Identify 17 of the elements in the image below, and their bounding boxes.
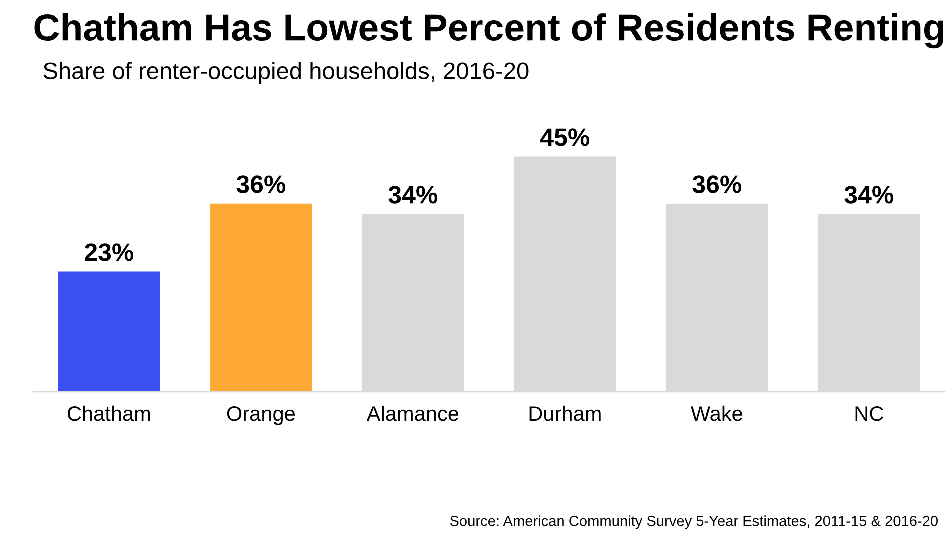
x-tick-label: Alamance [366, 406, 459, 422]
data-label: 23% [85, 244, 134, 262]
data-label: 34% [388, 186, 438, 204]
data-label: 36% [236, 176, 286, 194]
x-tick-label: Durham [530, 406, 601, 422]
data-label: 45% [540, 128, 590, 146]
data-label: 36% [692, 176, 742, 194]
x-tick-label: Wake [691, 406, 742, 422]
bar [58, 272, 160, 392]
chart-subtitle: Share of renter-occupied households, 2016-20 [44, 62, 529, 84]
x-tick-label: NC [856, 406, 884, 422]
x-tick-label: Orange [227, 406, 295, 426]
chart-title: Chatham Has Lowest Percent of Residents Renting [34, 14, 944, 49]
x-tick-label: Chatham [68, 406, 150, 422]
source-note: Source: American Community Survey 5-Year Estimates, 2011-15 & 2016-20 [450, 516, 938, 530]
bar [210, 204, 312, 392]
data-label: 34% [844, 186, 894, 204]
